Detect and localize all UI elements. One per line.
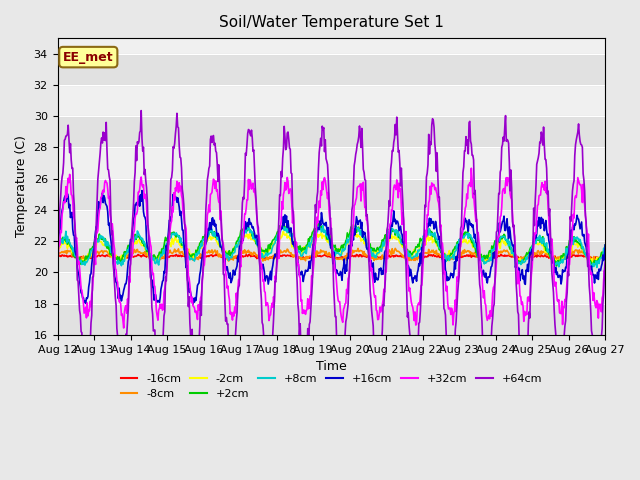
-8cm: [602, 250, 609, 256]
+64cm: [324, 177, 332, 183]
+16cm: [199, 248, 207, 254]
+64cm: [228, 375, 236, 381]
Title: Soil/Water Temperature Set 1: Soil/Water Temperature Set 1: [219, 15, 444, 30]
+8cm: [602, 244, 609, 250]
+2cm: [174, 232, 182, 238]
+8cm: [319, 223, 327, 228]
+64cm: [602, 258, 609, 264]
-2cm: [280, 228, 287, 234]
Legend: -16cm, -8cm, -2cm, +2cm, +8cm, +16cm, +32cm, +64cm: -16cm, -8cm, -2cm, +2cm, +8cm, +16cm, +3…: [116, 369, 547, 404]
+16cm: [378, 272, 385, 277]
+32cm: [553, 289, 561, 295]
Line: +8cm: +8cm: [58, 226, 605, 267]
+64cm: [198, 278, 206, 284]
+64cm: [138, 108, 145, 113]
+16cm: [189, 301, 196, 307]
-16cm: [324, 254, 332, 260]
+16cm: [138, 188, 146, 193]
Bar: [58, 304, 605, 335]
+64cm: [432, 149, 440, 155]
+16cm: [54, 247, 61, 252]
+16cm: [602, 242, 609, 248]
+2cm: [553, 263, 561, 269]
+32cm: [324, 196, 332, 202]
Y-axis label: Temperature (C): Temperature (C): [15, 135, 28, 238]
+64cm: [54, 258, 61, 264]
-16cm: [412, 256, 420, 262]
-8cm: [431, 249, 438, 255]
Bar: [58, 241, 605, 273]
-2cm: [54, 246, 61, 252]
+16cm: [553, 272, 561, 277]
-8cm: [354, 245, 362, 251]
+32cm: [467, 165, 475, 171]
Line: -16cm: -16cm: [58, 253, 605, 259]
+2cm: [552, 259, 559, 264]
+32cm: [377, 309, 385, 315]
+16cm: [324, 225, 332, 230]
Line: -2cm: -2cm: [58, 231, 605, 264]
+32cm: [602, 277, 609, 283]
-16cm: [212, 251, 220, 256]
+8cm: [324, 232, 332, 238]
Line: +2cm: +2cm: [58, 221, 605, 266]
Bar: [58, 179, 605, 210]
+32cm: [120, 325, 127, 331]
Line: +32cm: +32cm: [58, 168, 605, 328]
+32cm: [175, 190, 182, 195]
-8cm: [54, 254, 61, 260]
+64cm: [175, 125, 182, 131]
X-axis label: Time: Time: [316, 360, 347, 373]
+8cm: [198, 240, 205, 246]
-2cm: [324, 240, 332, 245]
Bar: [58, 116, 605, 147]
+2cm: [54, 240, 61, 246]
+64cm: [378, 341, 385, 347]
+8cm: [377, 248, 385, 253]
-2cm: [589, 262, 597, 267]
-16cm: [198, 255, 205, 261]
+2cm: [198, 238, 205, 244]
+2cm: [315, 218, 323, 224]
-16cm: [602, 254, 609, 260]
-8cm: [198, 253, 205, 259]
+8cm: [593, 264, 601, 270]
+8cm: [552, 262, 559, 267]
+32cm: [431, 187, 438, 192]
-16cm: [54, 253, 61, 259]
+32cm: [54, 269, 61, 275]
Line: +64cm: +64cm: [58, 110, 605, 378]
-8cm: [323, 251, 331, 257]
-2cm: [602, 246, 609, 252]
Bar: [58, 54, 605, 85]
+2cm: [602, 242, 609, 248]
+8cm: [174, 233, 182, 239]
+32cm: [198, 283, 206, 289]
-2cm: [198, 245, 205, 251]
-16cm: [553, 255, 561, 261]
-2cm: [377, 244, 385, 250]
-2cm: [552, 260, 559, 266]
+64cm: [553, 346, 561, 352]
+2cm: [377, 244, 385, 250]
+8cm: [54, 250, 61, 256]
+2cm: [324, 234, 332, 240]
-2cm: [431, 237, 438, 243]
-16cm: [377, 254, 385, 260]
-8cm: [552, 257, 559, 263]
-16cm: [432, 253, 440, 259]
Text: EE_met: EE_met: [63, 50, 114, 64]
Line: -8cm: -8cm: [58, 248, 605, 262]
-2cm: [174, 239, 182, 245]
-8cm: [174, 247, 182, 253]
Line: +16cm: +16cm: [58, 191, 605, 304]
+16cm: [175, 200, 182, 206]
+16cm: [432, 218, 440, 224]
+2cm: [431, 234, 438, 240]
-8cm: [589, 259, 597, 264]
+8cm: [431, 230, 438, 236]
-8cm: [377, 256, 385, 262]
-16cm: [174, 253, 182, 259]
